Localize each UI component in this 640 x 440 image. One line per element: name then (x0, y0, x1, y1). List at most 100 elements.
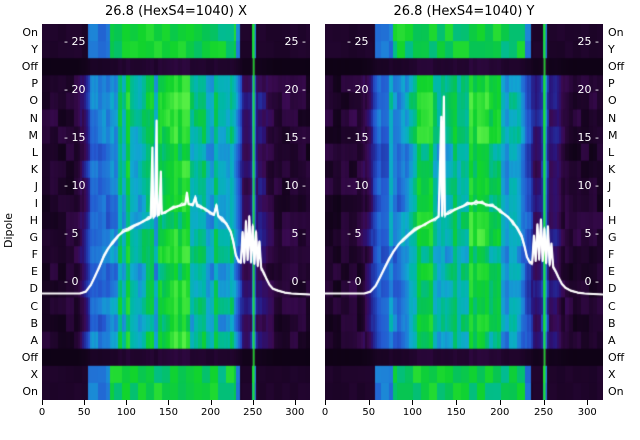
x-tick-mark (252, 400, 254, 405)
x-tick-mark (84, 400, 86, 405)
row-label: O (608, 94, 617, 108)
x-tick-mark (126, 400, 128, 405)
row-label: A (30, 333, 38, 347)
value-tick-label: 5 - (291, 227, 306, 240)
row-label: On (22, 26, 38, 40)
value-tick-label: - 25 (64, 35, 86, 48)
value-tick-label: - 10 (347, 179, 369, 192)
row-label: D (608, 282, 617, 296)
x-tick-label: 300 (577, 407, 597, 418)
x-tick-label: 0 (38, 407, 46, 418)
value-tick-label: 10 - (284, 179, 306, 192)
x-tick-label: 250 (243, 407, 263, 418)
row-label: J (608, 179, 612, 193)
value-tick-label: 0 - (584, 275, 599, 288)
row-label: On (608, 384, 624, 398)
value-tick-label: 25 - (284, 35, 306, 48)
x-tick-mark (325, 400, 326, 405)
row-label: L (608, 145, 615, 159)
row-label: B (30, 316, 38, 330)
row-label: L (31, 145, 38, 159)
x-tick-mark (587, 400, 589, 405)
value-tick-label: - 0 (64, 275, 79, 288)
row-label: E (31, 265, 38, 279)
value-tick-label: 5 - (584, 227, 599, 240)
row-label: On (22, 384, 38, 398)
x-tick-mark (210, 400, 212, 405)
row-label: N (608, 111, 617, 125)
plot-x-title: 26.8 (HexS4=1040) X (105, 4, 247, 19)
row-label: F (608, 248, 615, 262)
row-label: Off (21, 60, 38, 74)
x-tick-mark (543, 400, 545, 405)
row-label: J (34, 179, 38, 193)
row-label: P (31, 77, 38, 91)
row-label: O (29, 94, 38, 108)
heatmap-canvas-x (42, 24, 310, 400)
value-tick-label: 20 - (577, 83, 599, 96)
value-tick-label: - 15 (347, 131, 369, 144)
row-label: On (608, 26, 624, 40)
heatmap-canvas-y (325, 24, 603, 400)
x-tick-label: 150 (446, 407, 466, 418)
x-tick-mark (456, 400, 458, 405)
row-label: C (30, 299, 38, 313)
x-tick-mark (368, 400, 370, 405)
row-label: H (29, 214, 38, 228)
x-tick-label: 150 (158, 407, 178, 418)
row-label: E (608, 265, 615, 279)
row-label: H (608, 214, 617, 228)
plot-y-title: 26.8 (HexS4=1040) Y (393, 4, 535, 19)
row-label: P (608, 77, 615, 91)
row-label: M (608, 128, 618, 142)
row-label: Off (21, 350, 38, 364)
value-tick-label: 10 - (577, 179, 599, 192)
row-label: Y (608, 43, 615, 57)
value-tick-label: - 20 (347, 83, 369, 96)
x-tick-label: 50 (77, 407, 91, 418)
row-label: D (29, 282, 38, 296)
row-label: A (608, 333, 616, 347)
value-tick-label: - 25 (347, 35, 369, 48)
row-label: X (608, 367, 616, 381)
row-label: F (31, 248, 38, 262)
row-label: Y (31, 43, 38, 57)
x-tick-label: 300 (285, 407, 305, 418)
row-label: K (30, 162, 38, 176)
row-label: Off (608, 350, 625, 364)
value-tick-label: - 0 (347, 275, 362, 288)
x-tick-mark (294, 400, 296, 405)
value-tick-label: - 15 (64, 131, 86, 144)
x-tick-label: 100 (116, 407, 136, 418)
x-tick-label: 250 (534, 407, 554, 418)
x-tick-label: 200 (201, 407, 221, 418)
x-tick-label: 100 (402, 407, 422, 418)
row-label: G (608, 231, 617, 245)
row-label: G (29, 231, 38, 245)
row-label: C (608, 299, 616, 313)
row-label: K (608, 162, 616, 176)
value-tick-label: 15 - (577, 131, 599, 144)
value-tick-label: - 20 (64, 83, 86, 96)
row-label: I (608, 196, 612, 210)
value-tick-label: 0 - (291, 275, 306, 288)
x-tick-label: 200 (490, 407, 510, 418)
x-tick-mark (499, 400, 501, 405)
x-tick-mark (42, 400, 43, 405)
row-label: M (28, 128, 39, 142)
plot-x (42, 24, 310, 400)
value-tick-label: - 5 (64, 227, 79, 240)
row-label: Off (608, 60, 625, 74)
row-label: I (34, 196, 38, 210)
row-label: N (29, 111, 38, 125)
x-tick-mark (412, 400, 414, 405)
plot-y (325, 24, 603, 400)
x-tick-label: 50 (362, 407, 376, 418)
value-tick-label: - 5 (347, 227, 362, 240)
x-tick-label: 0 (321, 407, 329, 418)
value-tick-label: - 10 (64, 179, 86, 192)
value-tick-label: 20 - (284, 83, 306, 96)
value-tick-label: 25 - (577, 35, 599, 48)
row-label: X (30, 367, 38, 381)
